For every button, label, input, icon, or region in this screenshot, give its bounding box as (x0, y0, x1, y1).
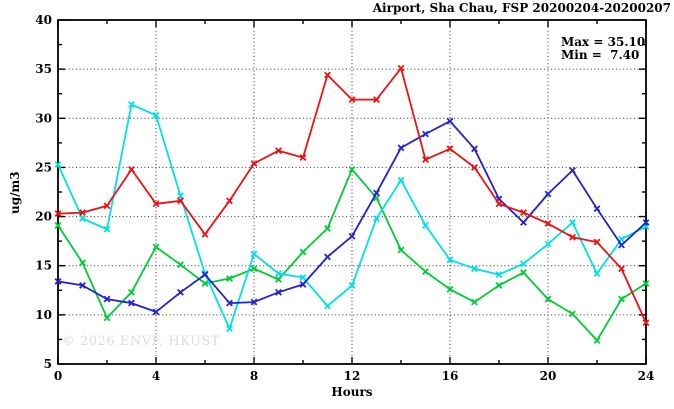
y-tick-label: 15 (35, 259, 52, 273)
watermark: © 2026 ENVF, HKUST (62, 334, 220, 349)
x-tick-label: 20 (540, 369, 557, 383)
series-markers-green (54, 165, 650, 344)
y-tick-label: 20 (35, 210, 52, 224)
series-markers-blue (54, 117, 650, 316)
y-tick-label: 10 (35, 308, 52, 322)
series-line-cyan (57, 103, 647, 330)
x-tick-label: 0 (54, 369, 62, 383)
x-tick-label: 16 (442, 369, 459, 383)
plot-frame (57, 19, 647, 365)
y-axis-label: ug/m3 (8, 171, 22, 214)
chart-title: Airport, Sha Chau, FSP 20200204-20200207 (372, 1, 671, 15)
x-axis-label: Hours (331, 385, 373, 399)
x-tick-label: 12 (344, 369, 361, 383)
y-tick-label: 40 (35, 13, 52, 27)
y-tick-label: 5 (44, 357, 52, 371)
x-tick-label: 24 (638, 369, 655, 383)
y-tick-label: 30 (35, 111, 52, 125)
series-markers-red (54, 64, 650, 327)
y-tick-label: 25 (35, 160, 52, 174)
x-tick-label: 4 (152, 369, 160, 383)
max-min-annotation: Max = 35.10 Min = 7.40 (561, 36, 645, 62)
y-tick-label: 35 (35, 62, 52, 76)
x-tick-label: 8 (250, 369, 258, 383)
max-value-label: Max = 35.10 (561, 35, 646, 49)
series-markers-cyan (54, 101, 650, 333)
min-value-label: Min = 7.40 (561, 48, 640, 62)
